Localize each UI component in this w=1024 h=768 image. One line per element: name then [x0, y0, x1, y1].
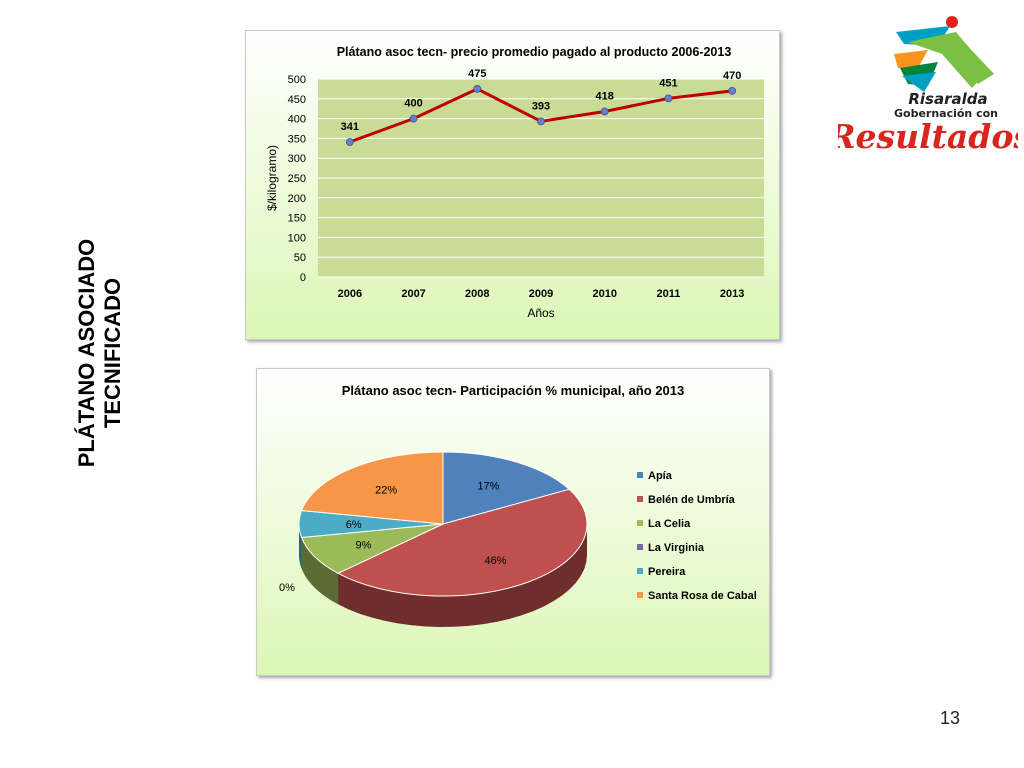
data-label: 400: [404, 98, 422, 110]
y-tick-label: 500: [288, 74, 306, 86]
pie-label: 46%: [484, 555, 506, 567]
page-number: 13: [939, 708, 961, 728]
pie-chart-svg: Plátano asoc tecn- Participación % munic…: [279, 383, 757, 627]
pie-slice-side: [299, 524, 302, 569]
y-tick-label: 250: [288, 173, 306, 185]
pie-chart-title: Plátano asoc tecn- Participación % munic…: [342, 383, 684, 398]
x-tick-label: 2007: [401, 288, 425, 300]
pie-label: 17%: [477, 481, 499, 493]
legend-entry: Apía: [648, 470, 673, 482]
y-axis-label: $/kilogramo): [265, 145, 279, 211]
pie-label: 0%: [279, 582, 295, 594]
data-label: 475: [468, 68, 486, 80]
y-tick-label: 0: [300, 272, 306, 284]
x-tick-label: 2011: [656, 288, 680, 300]
legend-swatch: [637, 568, 643, 574]
pie-slice: [300, 523, 444, 574]
pie-label: 22%: [375, 485, 397, 497]
x-tick-label: 2010: [592, 288, 616, 300]
legend-entry: Pereira: [648, 566, 686, 578]
y-tick-label: 350: [288, 133, 306, 145]
pie-slice: [300, 451, 444, 525]
legend-swatch: [637, 496, 643, 502]
x-axis-label: Años: [527, 306, 554, 320]
legend-entry: Belén de Umbría: [648, 494, 736, 506]
data-point: [728, 86, 737, 95]
data-point: [473, 85, 482, 93]
y-tick-label: 450: [288, 94, 306, 106]
y-tick-label: 200: [288, 193, 306, 205]
side-title-line2: TECNIFICADO: [100, 278, 125, 428]
data-label: 418: [596, 90, 614, 102]
legend-entry: La Virginia: [648, 542, 705, 554]
logo-graphic: Risaralda Gobernación con Resultados: [827, 16, 1024, 156]
data-point: [345, 138, 354, 146]
data-label: 451: [659, 77, 677, 89]
price-line-chart: Plátano asoc tecn- precio promedio pagad…: [245, 30, 780, 340]
data-point: [409, 114, 418, 123]
legend-swatch: [637, 472, 643, 478]
legend-entry: Santa Rosa de Cabal: [648, 590, 757, 602]
line-chart-svg: Plátano asoc tecn- precio promedio pagad…: [265, 45, 764, 320]
pie-slice: [442, 451, 571, 525]
pie-label: 6%: [346, 519, 362, 531]
risaralda-logo: Risaralda Gobernación con Resultados: [827, 10, 1024, 160]
side-title-line1: PLÁTANO ASOCIADO: [74, 239, 99, 468]
y-tick-label: 100: [288, 232, 306, 244]
data-label: 341: [341, 121, 359, 133]
x-tick-label: 2009: [529, 288, 553, 300]
data-point: [664, 94, 673, 103]
data-point: [600, 107, 609, 116]
logo-line3: Resultados: [838, 117, 1018, 156]
legend-entry: La Celia: [648, 518, 691, 530]
x-tick-label: 2006: [338, 288, 362, 300]
y-tick-label: 150: [288, 213, 306, 225]
legend-swatch: [637, 544, 643, 550]
pie-slice-side: [301, 537, 339, 605]
pie-slice-side: [338, 524, 587, 627]
data-point: [537, 117, 545, 126]
logo-line2: Gobernación con: [894, 107, 998, 120]
data-label: 393: [532, 100, 550, 112]
y-tick-label: 300: [288, 153, 306, 165]
x-tick-label: 2008: [465, 288, 489, 300]
pie-label: 9%: [356, 539, 372, 551]
line-chart-title: Plátano asoc tecn- precio promedio pagad…: [337, 45, 732, 59]
y-tick-label: 400: [288, 114, 306, 126]
participation-pie-chart: Plátano asoc tecn- Participación % munic…: [256, 368, 770, 676]
pie-slice: [336, 488, 588, 597]
side-title: PLÁTANO ASOCIADO TECNIFICADO: [66, 218, 130, 488]
pie-legend: Apía Belén de Umbría La Celia La Virginia Pe…: [637, 470, 757, 602]
logo-line1: Risaralda: [908, 90, 987, 108]
legend-swatch: [637, 520, 643, 526]
legend-swatch: [637, 592, 643, 598]
x-tick-label: 2013: [720, 288, 744, 300]
y-tick-label: 50: [294, 252, 306, 264]
data-label: 470: [723, 70, 741, 82]
